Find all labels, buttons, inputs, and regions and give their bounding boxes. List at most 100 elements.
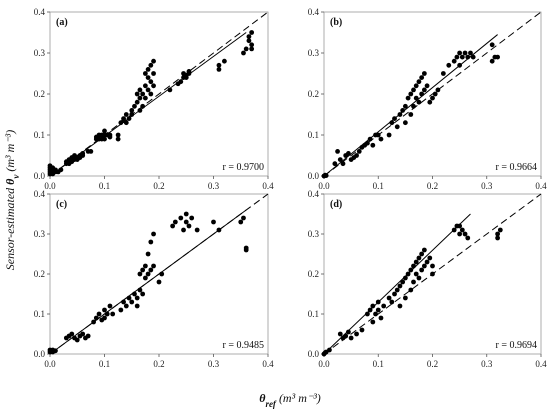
data-point bbox=[216, 62, 222, 68]
data-point bbox=[470, 54, 476, 60]
data-point bbox=[402, 103, 408, 109]
x-axis-title-unit: (m³ m⁻³) bbox=[276, 391, 321, 405]
data-point bbox=[381, 303, 387, 309]
data-point bbox=[102, 136, 107, 142]
x-axis-title-symbol: θ bbox=[259, 391, 266, 405]
data-point bbox=[411, 263, 416, 269]
data-point bbox=[126, 295, 132, 301]
data-point bbox=[167, 87, 173, 93]
y-axis-title-unit: (m³ m⁻³) bbox=[3, 130, 17, 175]
data-point bbox=[151, 83, 156, 89]
data-point bbox=[462, 231, 468, 237]
x-axis-title-sub: ref bbox=[265, 399, 276, 409]
data-point bbox=[216, 227, 222, 233]
data-point bbox=[465, 235, 471, 241]
y-tick-label: 0.0 bbox=[34, 349, 46, 359]
data-point bbox=[413, 259, 419, 265]
data-point bbox=[397, 112, 403, 117]
data-point bbox=[88, 149, 94, 154]
y-tick-label: 0.0 bbox=[308, 349, 320, 359]
data-point bbox=[183, 211, 189, 217]
data-point bbox=[142, 275, 148, 281]
data-point bbox=[346, 329, 351, 335]
data-point bbox=[181, 227, 186, 233]
data-point bbox=[454, 54, 460, 60]
data-point bbox=[457, 62, 463, 68]
data-point bbox=[392, 291, 397, 297]
data-point bbox=[400, 279, 406, 285]
data-point bbox=[337, 157, 343, 163]
data-point bbox=[354, 331, 359, 337]
data-point bbox=[451, 227, 457, 233]
data-point bbox=[365, 140, 370, 146]
data-point bbox=[386, 132, 392, 138]
data-point bbox=[367, 136, 373, 142]
data-point bbox=[413, 271, 419, 277]
data-point bbox=[402, 120, 408, 126]
y-tick-label: 0.3 bbox=[34, 48, 46, 58]
x-tick-label: 0.3 bbox=[481, 181, 493, 191]
regression-line bbox=[323, 213, 471, 355]
data-point bbox=[145, 251, 151, 257]
y-tick-label: 0.2 bbox=[34, 269, 45, 279]
data-point bbox=[249, 46, 255, 52]
data-point bbox=[495, 235, 500, 241]
data-point bbox=[142, 71, 148, 76]
y-tick-label: 0.3 bbox=[308, 48, 320, 58]
data-point bbox=[416, 99, 422, 105]
data-point bbox=[145, 87, 151, 93]
data-point bbox=[151, 263, 156, 269]
data-point bbox=[134, 99, 140, 105]
data-point bbox=[178, 79, 184, 85]
data-point bbox=[80, 151, 86, 156]
data-point bbox=[389, 299, 395, 305]
data-point bbox=[323, 173, 329, 178]
data-point bbox=[121, 299, 126, 305]
data-point bbox=[397, 283, 403, 289]
data-point bbox=[186, 223, 192, 229]
data-point bbox=[115, 132, 121, 138]
data-point bbox=[465, 54, 471, 60]
data-point bbox=[421, 87, 427, 93]
data-point bbox=[397, 303, 403, 309]
data-point bbox=[137, 108, 143, 113]
data-point bbox=[459, 227, 465, 233]
y-tick-label: 0.0 bbox=[34, 171, 46, 181]
data-point bbox=[132, 291, 137, 297]
x-tick-label: 0.3 bbox=[208, 359, 220, 369]
data-point bbox=[400, 108, 406, 113]
y-tick-label: 0.1 bbox=[308, 309, 319, 319]
one-to-one-line bbox=[323, 11, 542, 177]
data-point bbox=[346, 151, 351, 156]
data-point bbox=[110, 311, 116, 317]
data-point bbox=[241, 50, 246, 56]
data-point bbox=[129, 299, 135, 305]
x-tick-label: 0.0 bbox=[44, 181, 56, 191]
data-point bbox=[405, 271, 411, 277]
data-point bbox=[241, 215, 246, 221]
data-point bbox=[340, 161, 346, 167]
data-point bbox=[148, 239, 154, 245]
one-to-one-line bbox=[49, 11, 269, 177]
data-point bbox=[375, 132, 381, 138]
x-tick-label: 0.1 bbox=[373, 181, 384, 191]
data-point bbox=[440, 71, 446, 76]
data-point bbox=[365, 311, 370, 317]
y-axis-title-prefix: Sensor-estimated bbox=[3, 185, 17, 270]
data-point bbox=[373, 311, 378, 317]
data-point bbox=[354, 153, 359, 158]
data-point bbox=[102, 128, 107, 134]
data-point bbox=[134, 91, 140, 97]
data-point bbox=[145, 67, 151, 72]
data-point bbox=[134, 295, 140, 301]
data-point bbox=[194, 227, 200, 233]
data-point bbox=[411, 87, 416, 93]
data-point bbox=[411, 103, 416, 109]
panel-c: 0.0 0.1 0.2 0.3 0.4 0.0 0.1 0.2 0.3 0.4 (c) r = 0.9… bbox=[34, 189, 274, 369]
data-point bbox=[115, 136, 121, 142]
y-tick-label: 0.4 bbox=[34, 189, 46, 199]
data-point bbox=[495, 54, 500, 60]
y-axis-title-symbol: θ bbox=[3, 178, 17, 185]
data-point bbox=[489, 42, 495, 48]
